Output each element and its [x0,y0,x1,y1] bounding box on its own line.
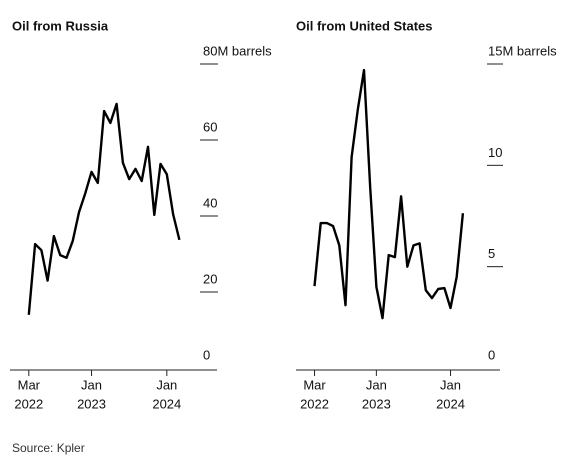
chart-title: Oil from United States [296,18,433,33]
y-tick-label: 80M barrels [203,43,272,58]
x-tick-sublabel: 2022 [14,396,43,411]
line [27,102,181,315]
x-tick-label: Mar [303,377,326,392]
x-tick-label: Jan [81,377,102,392]
chart-title: Oil from Russia [12,18,109,33]
line [313,68,465,320]
y-tick-label: 60 [203,119,217,134]
x-tick-label: Mar [18,377,41,392]
x-tick-sublabel: 2022 [300,396,329,411]
y-tick-label: 20 [203,271,217,286]
x-tick-sublabel: 2024 [436,396,465,411]
y-tick-label: 0 [203,347,210,362]
y-tick-label: 0 [488,347,495,362]
source: Source: Kpler [12,441,85,455]
x-tick-sublabel: 2023 [362,396,391,411]
y-tick-label: 10 [488,145,502,160]
y-tick-label: 15M barrels [488,43,557,58]
y-tick-label: 40 [203,195,217,210]
x-tick-sublabel: 2024 [152,396,181,411]
x-tick-label: Jan [440,377,461,392]
x-tick-label: Jan [366,377,387,392]
x-tick-sublabel: 2023 [77,396,106,411]
x-tick-label: Jan [156,377,177,392]
y-tick-label: 5 [488,246,495,261]
